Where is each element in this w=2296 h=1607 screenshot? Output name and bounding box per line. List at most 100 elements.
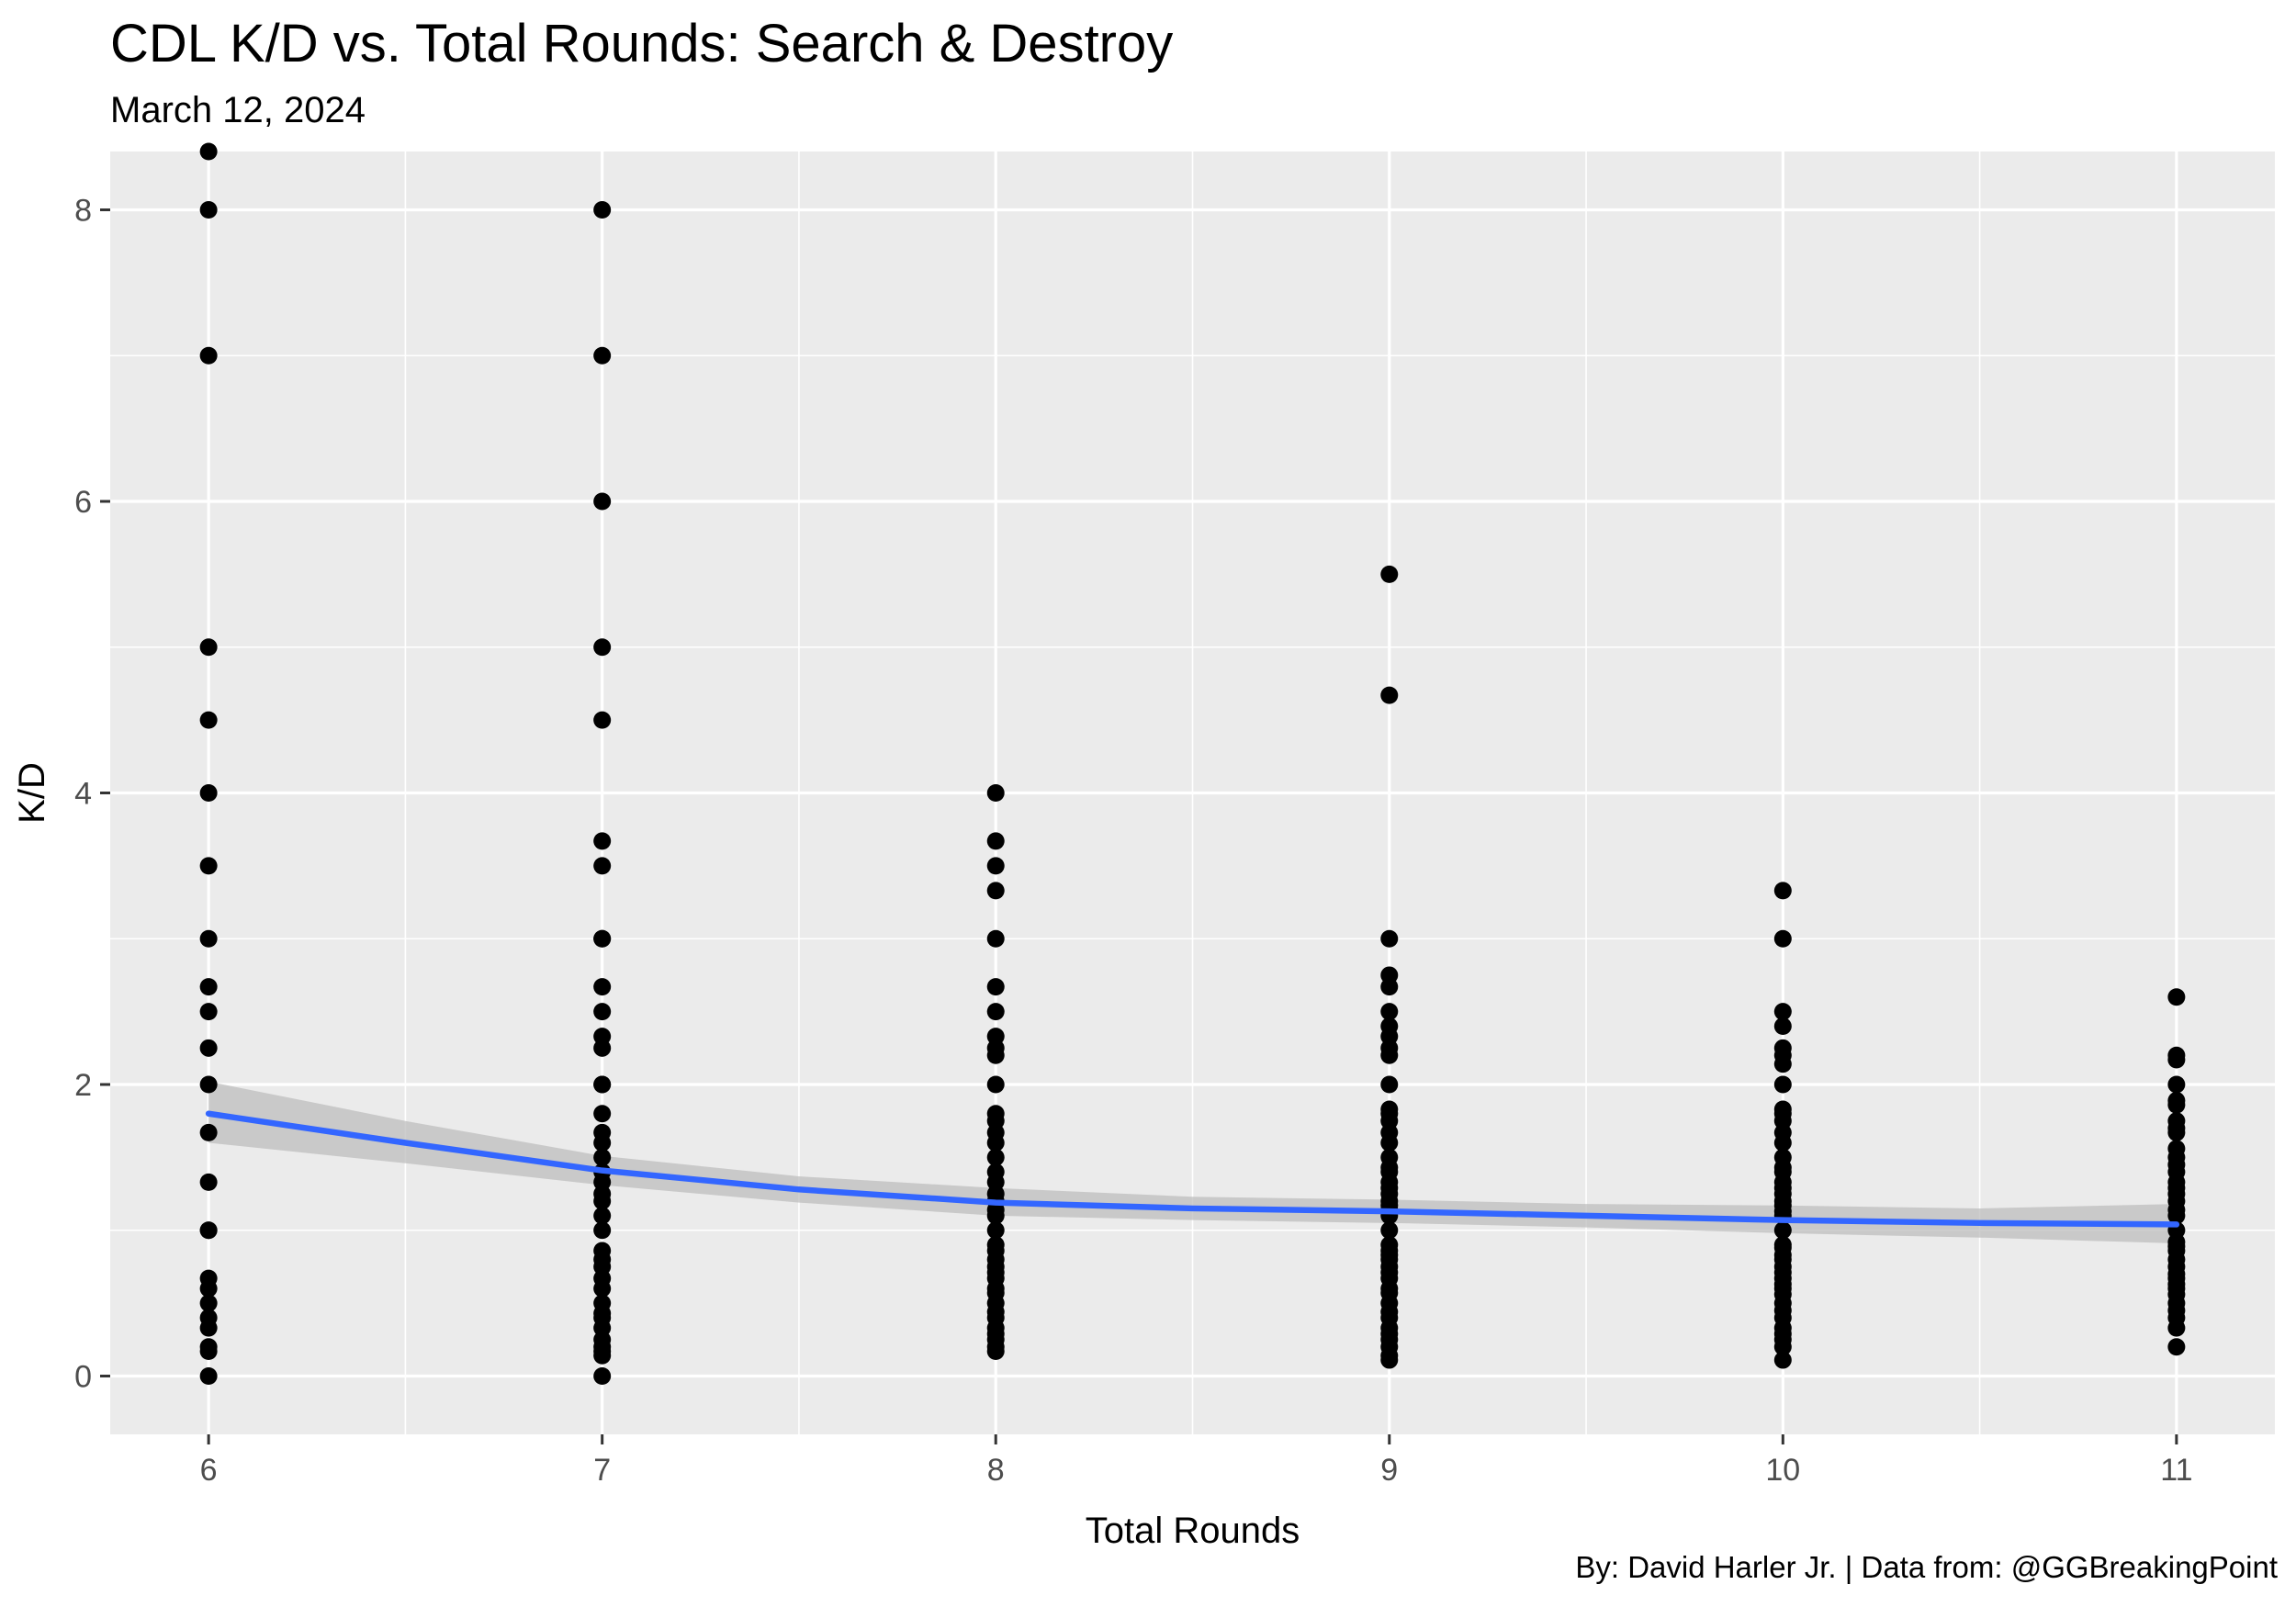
data-point [593,1279,612,1298]
data-point [2167,1319,2186,1337]
data-point [199,978,218,996]
data-point [1773,1351,1792,1369]
data-point [199,142,218,161]
data-point [199,1123,218,1141]
smooth-trend-line [205,1110,2180,1228]
data-point [199,929,218,948]
data-point [986,1343,1005,1361]
data-point [593,832,612,850]
data-point [2167,1207,2186,1225]
data-point [1773,882,1792,900]
y-tick-label: 2 [74,1068,92,1103]
data-point [593,857,612,875]
data-point [986,784,1005,802]
data-point [593,346,612,365]
data-point [199,1367,218,1385]
y-axis-label: K/D [12,762,52,824]
x-tick-label: 11 [2160,1453,2192,1488]
data-point [199,346,218,365]
data-point [1380,978,1399,996]
data-point [1380,929,1399,948]
data-point [986,1003,1005,1021]
data-point [593,1105,612,1123]
data-point [2167,1338,2186,1356]
data-point [986,978,1005,996]
data-point [1773,1055,1792,1073]
data-point [986,1148,1005,1166]
data-point [2167,1075,2186,1094]
x-tick-label: 10 [1765,1453,1800,1488]
data-point [199,1221,218,1240]
data-point [986,1075,1005,1094]
x-tick-label: 6 [200,1453,218,1488]
data-point [1773,1338,1792,1356]
data-point [593,1075,612,1094]
data-point [593,1003,612,1021]
data-point [2167,1123,2186,1141]
data-point [986,1221,1005,1240]
chart-caption: By: David Harler Jr. | Data from: @GGBre… [1575,1550,2278,1584]
data-point [2167,1051,2186,1069]
y-tick-label: 8 [74,194,92,229]
data-point [593,1346,612,1365]
data-point [1380,1075,1399,1094]
data-point [1380,1221,1399,1240]
data-point [2167,988,2186,1006]
data-point [593,1221,612,1240]
data-point [593,1148,612,1166]
chart-title: CDL K/D vs. Total Rounds: Search & Destr… [110,14,1174,73]
data-point [199,1075,218,1094]
data-point [986,832,1005,850]
data-point [199,1003,218,1021]
data-point [986,857,1005,875]
data-point [593,1134,612,1152]
data-point [1773,1075,1792,1094]
y-tick-label: 4 [74,777,92,812]
data-point [593,711,612,729]
y-tick-label: 0 [74,1360,92,1395]
data-point [199,711,218,729]
data-point [199,1039,218,1057]
data-point [593,1192,612,1210]
data-point [1773,1134,1792,1152]
data-point [1773,1017,1792,1035]
data-point [199,638,218,657]
data-point [986,1046,1005,1064]
axes: 6 7 8 9 10 11 0 2 4 6 8 [74,194,2192,1489]
data-point [1773,929,1792,948]
data-point [1380,1003,1399,1021]
data-point [199,1294,218,1312]
data-point [986,929,1005,948]
data-point [986,1134,1005,1152]
data-point [199,1319,218,1337]
x-axis-label: Total Rounds [1086,1511,1300,1551]
x-tick-label: 7 [593,1453,611,1488]
x-tick-label: 8 [987,1453,1005,1488]
data-point [1773,1221,1792,1240]
data-point [593,492,612,511]
data-point [593,1039,612,1057]
data-point [1380,1351,1399,1369]
data-point [2167,1096,2186,1114]
data-point [1380,1134,1399,1152]
y-tick-label: 6 [74,485,92,520]
data-point [1773,1003,1792,1021]
data-point [593,978,612,996]
data-point [986,882,1005,900]
data-point [1380,686,1399,704]
data-points [199,142,2186,1385]
data-point [199,1173,218,1191]
data-point [199,1279,218,1298]
data-point [199,201,218,219]
data-point [1380,1046,1399,1064]
x-tick-label: 9 [1380,1453,1398,1488]
data-point [199,857,218,875]
data-point [199,1343,218,1361]
data-point [593,638,612,657]
data-point [593,201,612,219]
data-point [593,1207,612,1225]
chart-subtitle: March 12, 2024 [110,90,366,130]
data-point [593,929,612,948]
data-point [199,784,218,802]
